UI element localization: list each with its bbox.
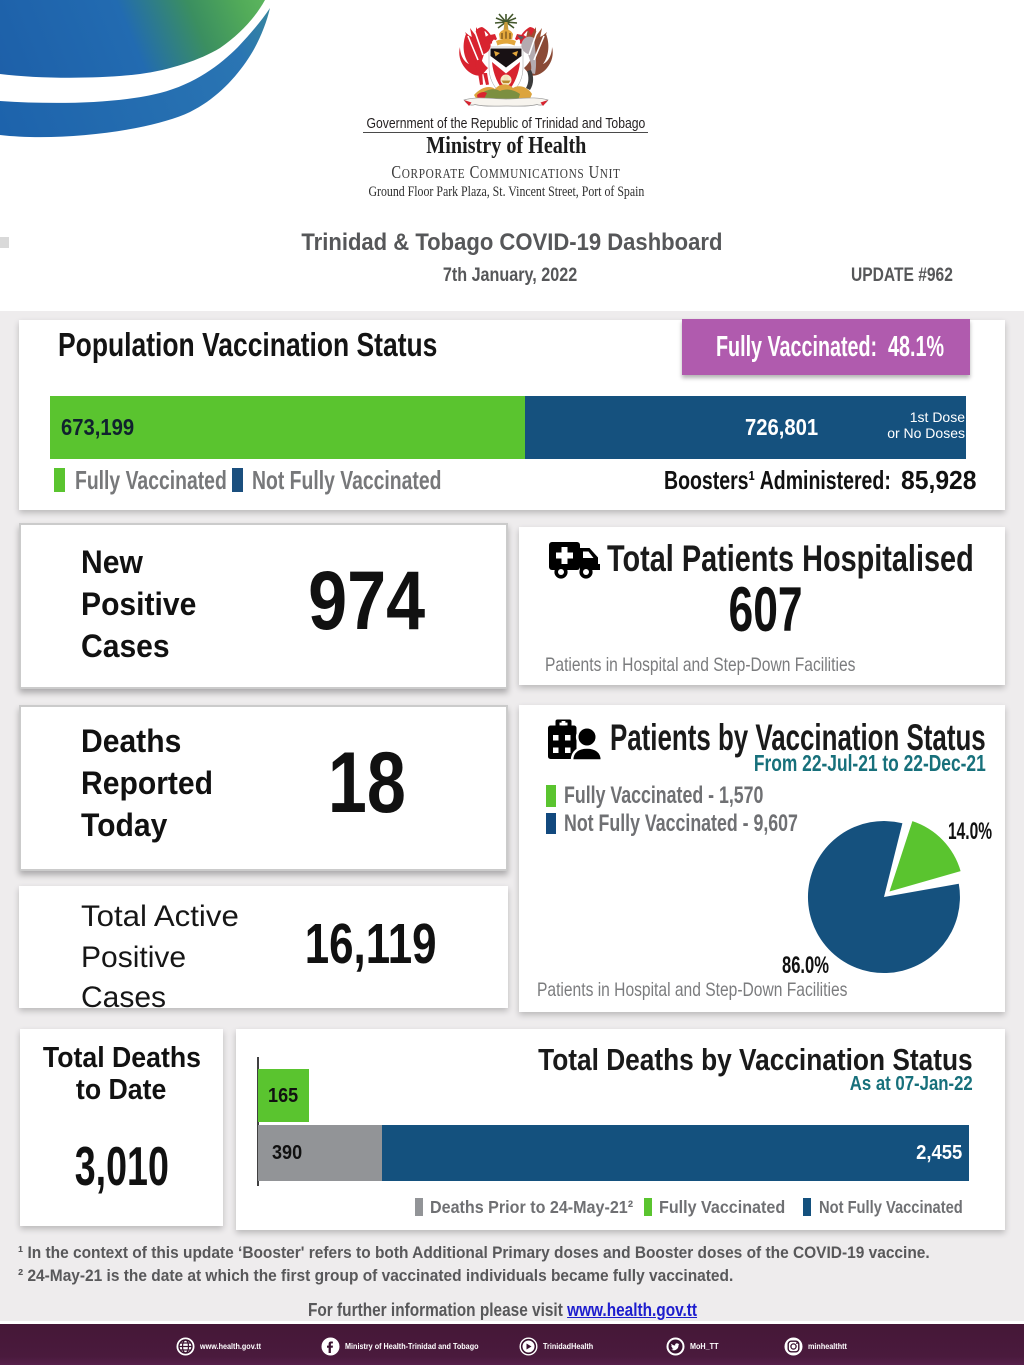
svg-text:14.0%: 14.0% (948, 818, 992, 845)
svg-text:86.0%: 86.0% (782, 952, 829, 979)
